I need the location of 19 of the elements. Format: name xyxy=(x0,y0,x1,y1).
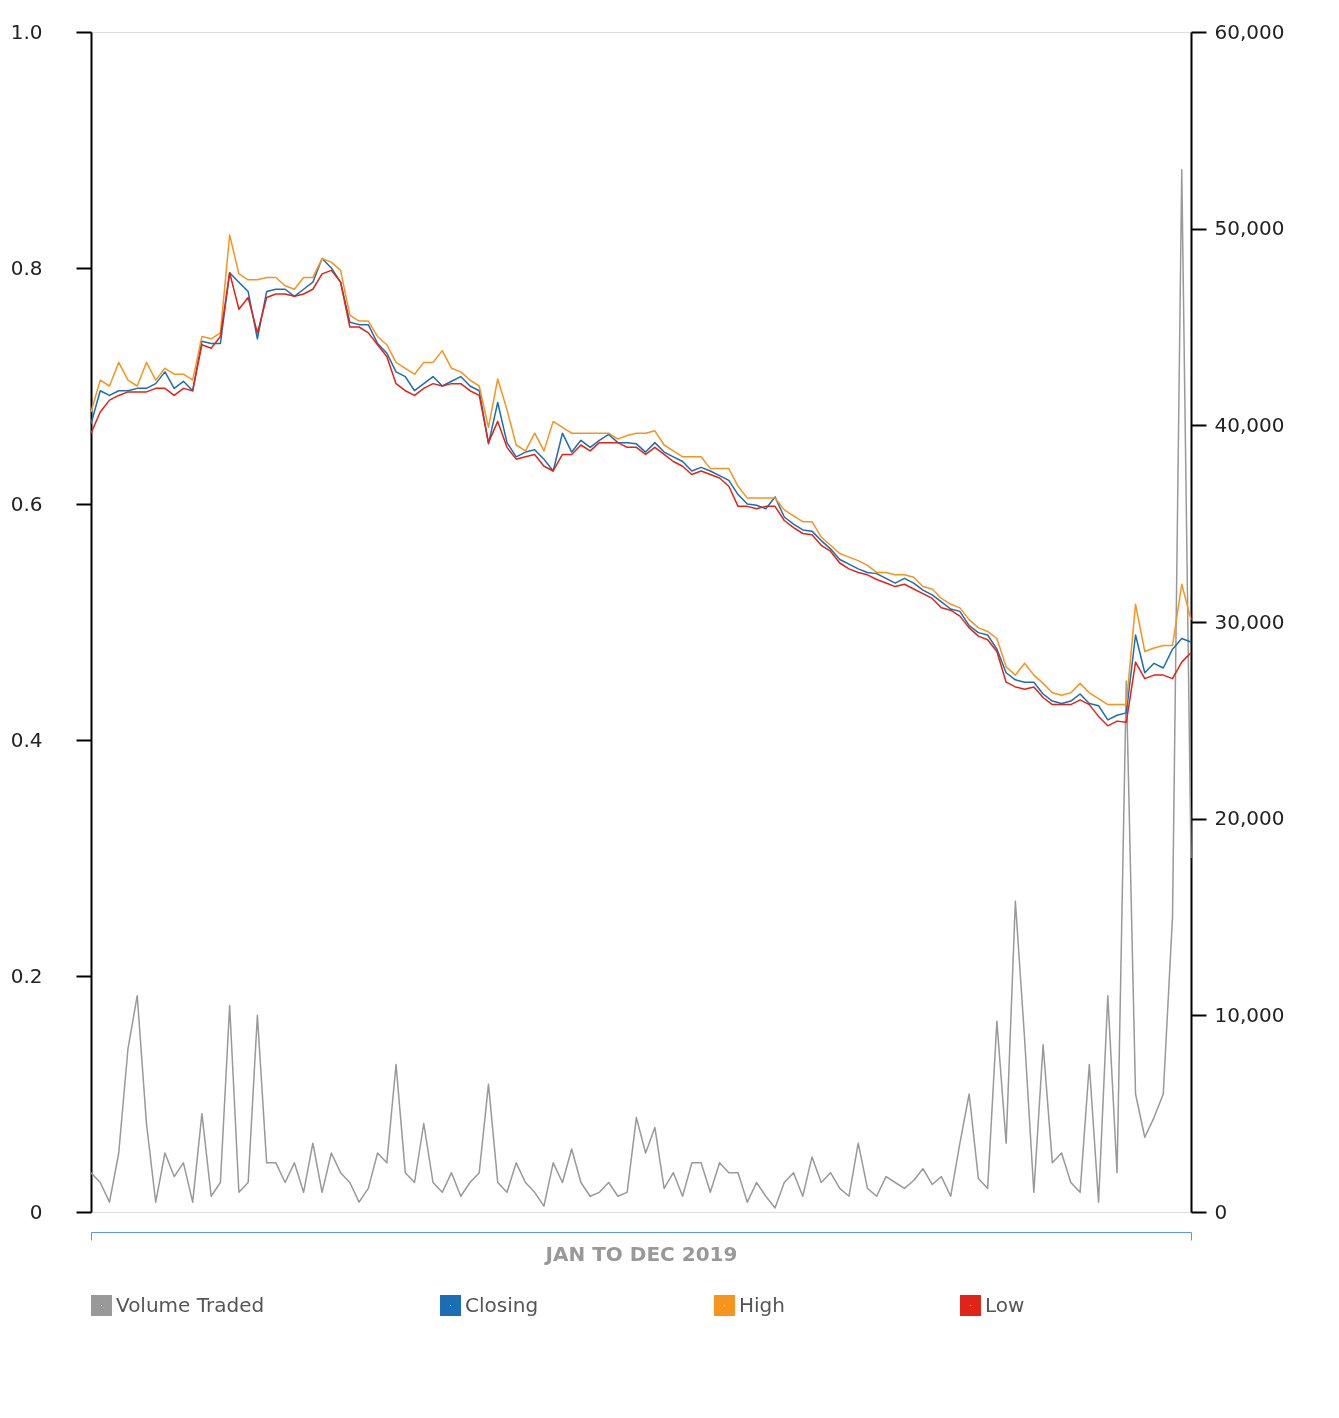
legend-label: Closing xyxy=(465,1292,539,1317)
y2-tick-label: 0 xyxy=(1214,1199,1228,1224)
y-tick-label: 1.0 xyxy=(10,19,43,44)
legend-label: Volume Traded xyxy=(116,1292,265,1317)
y2-tick-label: 10,000 xyxy=(1214,1002,1285,1027)
y-tick-label: 0.4 xyxy=(10,727,43,752)
y2-tick-label: 40,000 xyxy=(1214,412,1285,437)
y-tick-label: 0.8 xyxy=(10,255,43,280)
y2-tick-label: 50,000 xyxy=(1214,216,1285,241)
legend-label: Low xyxy=(985,1292,1025,1317)
y-tick-label: 0.2 xyxy=(10,963,43,988)
y2-tick-label: 20,000 xyxy=(1214,806,1285,831)
legend-label: High xyxy=(739,1292,785,1317)
y-tick-label: 0.6 xyxy=(10,491,43,516)
y2-tick-label: 30,000 xyxy=(1214,609,1285,634)
x-axis-title: JAN TO DEC 2019 xyxy=(543,1242,738,1266)
y-tick-label: 0 xyxy=(29,1199,43,1224)
y2-tick-label: 60,000 xyxy=(1214,19,1285,44)
line-series xyxy=(90,168,1192,1209)
